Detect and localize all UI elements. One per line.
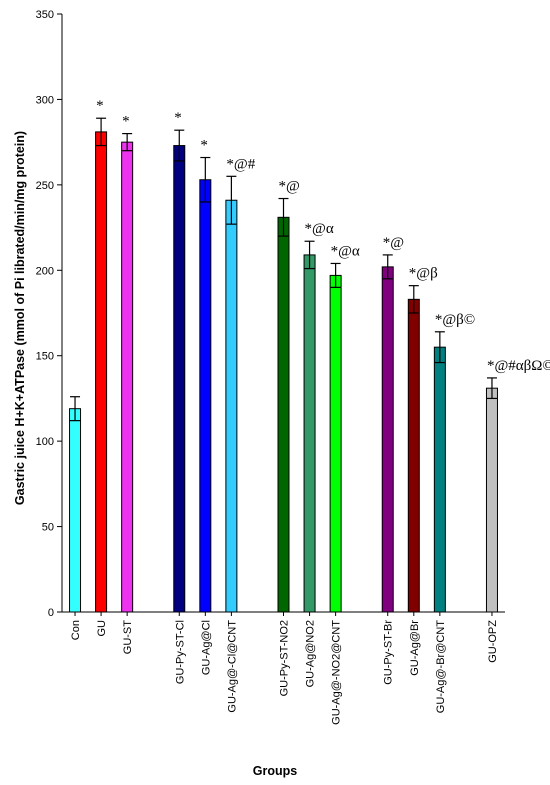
category-label: GU-Ag@NO2	[305, 620, 317, 687]
category-label: GU-OPZ	[487, 620, 499, 663]
significance-label: *	[122, 114, 130, 130]
significance-label: *@	[383, 235, 405, 251]
bar	[95, 131, 108, 613]
significance-label: *@	[279, 179, 301, 195]
bar	[485, 387, 498, 613]
bars: ** ***@#*@*@α*@α*@*@β*@β©*@#αβΩ©	[69, 98, 550, 613]
category-label: GU-Ag@Cl	[200, 620, 212, 675]
y-tick-label: 0	[48, 607, 54, 619]
significance-label: *@α	[305, 221, 334, 237]
significance-label: *@α	[331, 243, 360, 259]
y-axis: 0 50 100 150 200 250 300 350	[36, 9, 63, 619]
bar	[407, 298, 420, 613]
category-label: GU-Ag@-Cl@CNT	[226, 620, 238, 713]
significance-label: *@#αβΩ©	[487, 358, 550, 374]
category-label: GU-ST	[122, 620, 134, 655]
y-axis-title: Gastric juice H+K+ATPase (mmol of Pi lib…	[13, 131, 27, 505]
category-label: GU-Ag@-Br@CNT	[435, 620, 447, 714]
bar	[225, 199, 238, 613]
category-labels: Con GU GU-ST GU-Py-ST-Cl GU-Ag@Cl GU-Ag@-Cl@C…	[70, 620, 499, 725]
significance-label: *@β©	[435, 312, 475, 328]
category-label: GU-Ag@Br	[409, 620, 421, 676]
bar	[69, 408, 82, 613]
y-tick-label: 250	[36, 180, 54, 192]
bar	[381, 266, 394, 613]
y-tick-label: 100	[36, 436, 54, 448]
category-label: GU	[96, 620, 108, 637]
category-label: GU-Ag@-NO2@CNT	[331, 620, 343, 725]
category-label: GU-Py-ST-Br	[383, 620, 395, 685]
category-label: Con	[70, 620, 82, 640]
y-tick-label: 150	[36, 351, 54, 363]
y-tick-label: 50	[42, 522, 54, 534]
category-label: GU-Py-ST-Cl	[174, 620, 186, 684]
significance-label: *	[96, 98, 104, 114]
x-axis	[62, 611, 505, 616]
bar	[121, 141, 134, 613]
significance-label: *	[200, 138, 208, 154]
bar	[199, 179, 212, 613]
category-label: GU-Py-ST-NO2	[279, 620, 291, 696]
significance-label: *	[174, 110, 182, 126]
significance-label: *@#	[226, 156, 255, 172]
bar	[329, 274, 342, 613]
bar	[173, 145, 186, 613]
bar	[303, 254, 316, 613]
y-tick-label: 200	[36, 265, 54, 277]
y-tick-label: 350	[36, 9, 54, 21]
bar	[433, 346, 446, 613]
x-axis-title: Groups	[253, 764, 297, 778]
bar	[277, 216, 290, 613]
y-tick-label: 300	[36, 94, 54, 106]
significance-label: *@β	[409, 266, 438, 282]
